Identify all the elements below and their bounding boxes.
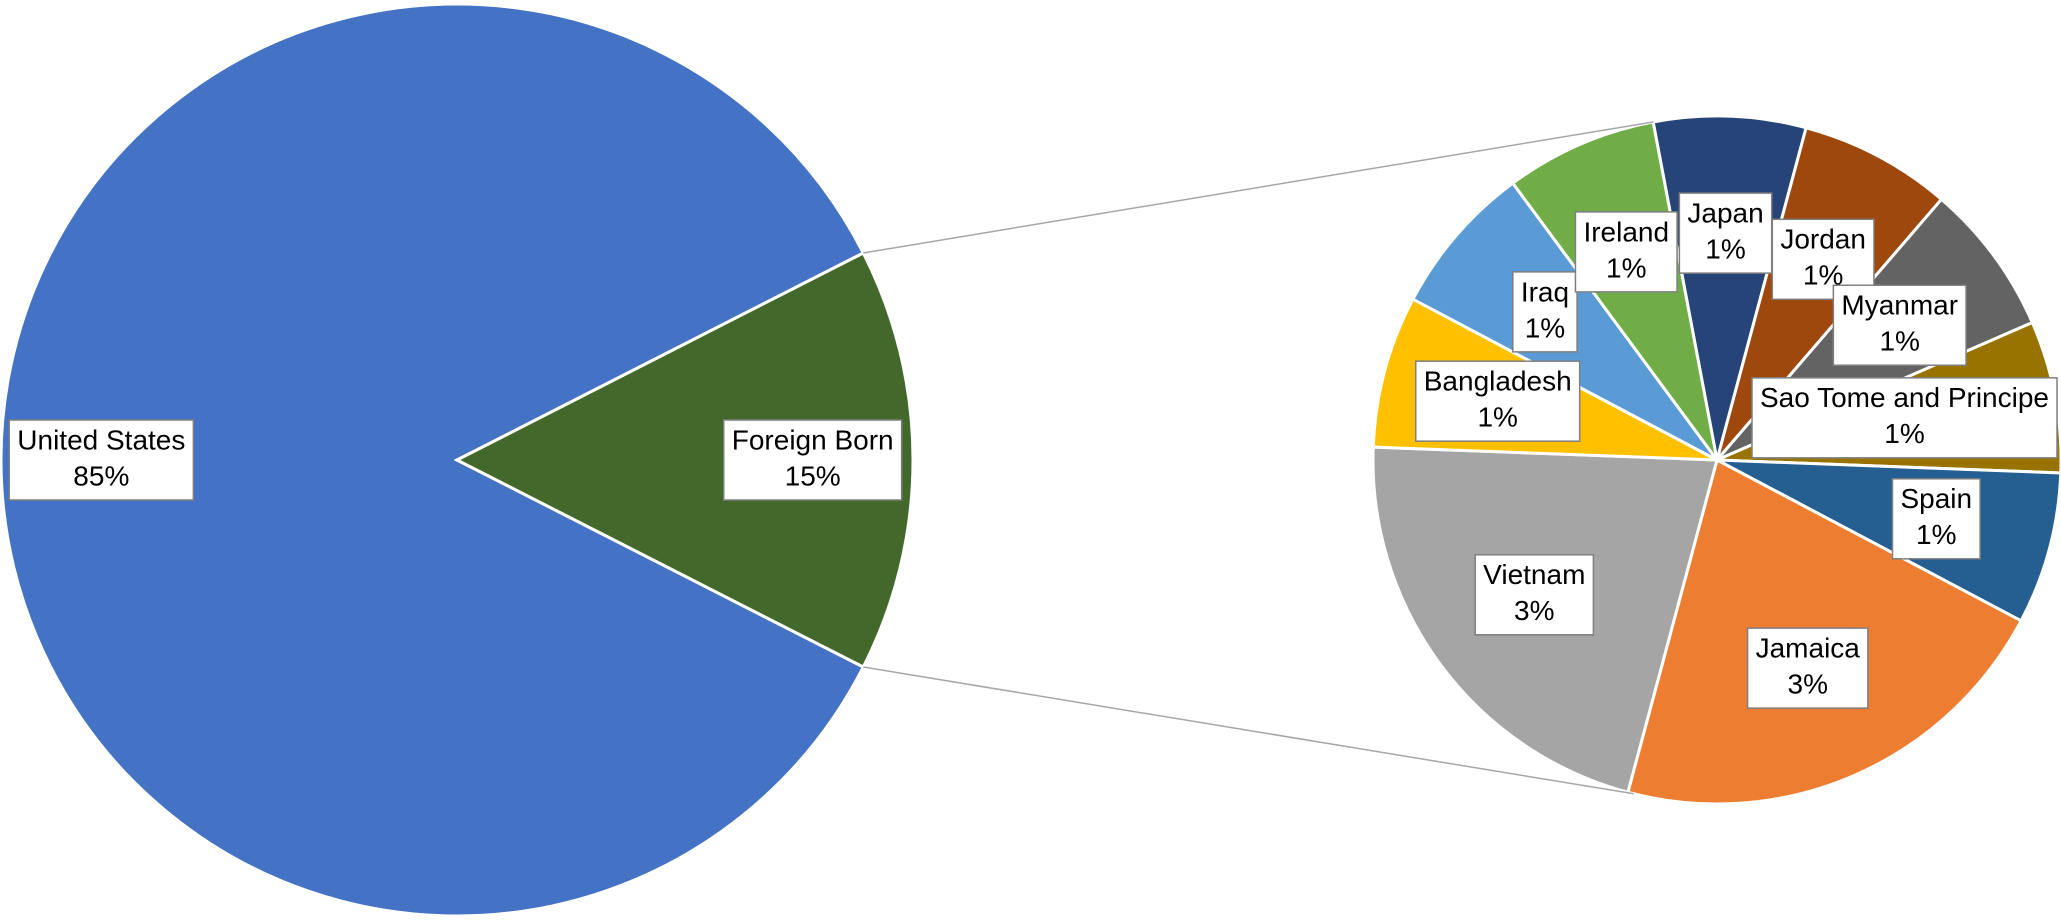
data-label: Japan 1% [1678, 192, 1773, 274]
label-value: 1% [1525, 312, 1565, 343]
pie [0, 2, 915, 918]
data-label: Ireland 1% [1574, 211, 1678, 293]
label-box [1574, 211, 1678, 293]
data-label: United States 85% [8, 419, 195, 501]
label-value: 1% [1916, 519, 1956, 550]
label-name: Sao Tome and Principe [1760, 382, 2049, 413]
label-name: Iraq [1521, 276, 1569, 307]
label-value: 15% [785, 460, 841, 491]
label-value: 3% [1514, 595, 1554, 626]
label-value: 1% [1477, 402, 1517, 433]
label-box [1746, 627, 1869, 709]
label-box [1474, 554, 1595, 636]
label-box [1512, 271, 1578, 353]
label-box [722, 419, 903, 501]
label-value: 3% [1788, 669, 1828, 700]
label-value: 1% [1879, 326, 1919, 357]
label-name: Foreign Born [732, 424, 894, 455]
label-value: 1% [1884, 418, 1924, 449]
connector-line [863, 666, 1634, 795]
label-name: United States [17, 424, 185, 455]
label-box [1415, 360, 1581, 442]
label-name: Spain [1900, 483, 1972, 514]
data-label: Spain 1% [1891, 478, 1981, 560]
label-box [1891, 478, 1981, 560]
pie-slice [453, 250, 915, 670]
label-box [1832, 284, 1967, 366]
label-value: 1% [1705, 234, 1745, 265]
pie-slice [0, 2, 866, 918]
data-label: Jamaica 3% [1746, 627, 1869, 709]
label-value: 85% [73, 460, 129, 491]
label-name: Bangladesh [1424, 366, 1572, 397]
label-name: Jordan [1780, 224, 1866, 255]
label-name: Jamaica [1756, 633, 1861, 664]
label-value: 1% [1606, 252, 1646, 283]
connector-line [863, 121, 1654, 254]
data-label: Bangladesh 1% [1415, 360, 1581, 442]
label-name: Japan [1687, 198, 1763, 229]
label-box [1751, 377, 2058, 459]
data-label: Sao Tome and Principe 1% [1751, 377, 2058, 459]
data-label: Foreign Born 15% [722, 419, 903, 501]
data-label: Vietnam 3% [1474, 554, 1595, 636]
label-name: Myanmar [1841, 290, 1958, 321]
label-name: Ireland [1583, 216, 1669, 247]
data-label: Iraq 1% [1512, 271, 1578, 353]
label-name: Vietnam [1483, 559, 1585, 590]
label-box [8, 419, 195, 501]
data-label: Myanmar 1% [1832, 284, 1967, 366]
